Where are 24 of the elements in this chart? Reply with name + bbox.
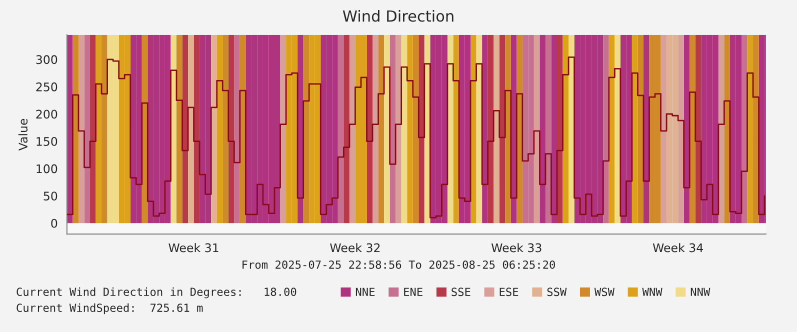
x-tick-label: Week 34 xyxy=(652,243,703,252)
x-tick-label: Week 33 xyxy=(491,243,542,252)
y-tick-label: 300 xyxy=(36,55,58,64)
text: Current WindSpeed: 725.61 m xyxy=(16,303,203,314)
chart-title: Wind Direction xyxy=(342,10,454,22)
y-tick-label: 150 xyxy=(36,137,58,146)
x-tick-label: Week 31 xyxy=(168,243,218,252)
y-tick-label: 250 xyxy=(36,82,58,92)
legend-label: NNE xyxy=(356,288,375,296)
legend-label: SSW xyxy=(547,288,567,296)
y-tick-label: 100 xyxy=(36,164,58,174)
legend-label: ENE xyxy=(404,288,422,296)
y-tick-label: 0 xyxy=(51,218,58,228)
legend-label: WNW xyxy=(642,288,662,296)
x-tick-label: Week 32 xyxy=(330,243,380,252)
y-axis-title: Value xyxy=(18,118,28,151)
legend-label: ESE xyxy=(500,288,518,296)
legend-label: SSE xyxy=(452,288,470,296)
y-tick-label: 200 xyxy=(36,110,58,119)
y-tick-label: 50 xyxy=(44,192,58,201)
text: From 2025-07-25 22:58:56 To 2025-08-25 06:25:20 xyxy=(242,260,555,269)
text: Current Wind Direction in Degrees: 18.00 xyxy=(16,287,296,298)
legend-label: WSW xyxy=(594,288,614,296)
legend-label: NNW xyxy=(690,288,710,296)
